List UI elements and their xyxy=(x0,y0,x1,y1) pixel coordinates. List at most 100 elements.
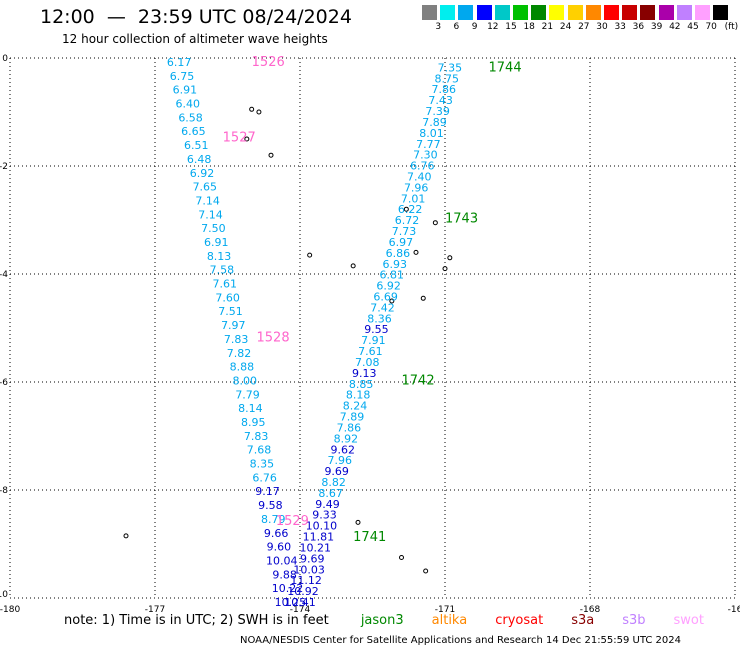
wave-height-value: 7.50 xyxy=(201,222,226,235)
wave-height-value: 7.86 xyxy=(431,83,456,96)
wave-height-value: 9.49 xyxy=(315,498,340,511)
wave-height-value: 7.42 xyxy=(370,301,395,314)
legend-label: 45 xyxy=(687,22,699,32)
pass-time-label: 1526 xyxy=(252,55,285,70)
x-tick-label: -180 xyxy=(0,605,20,615)
wave-height-value: 6.76 xyxy=(410,160,435,173)
wave-height-value: 7.83 xyxy=(224,333,249,346)
wave-height-value: 11.81 xyxy=(303,531,335,544)
x-tick-label: -174 xyxy=(290,605,311,615)
wave-height-value: 8.67 xyxy=(318,487,343,500)
wave-height-values: 6.176.756.916.406.586.656.516.486.927.65… xyxy=(167,56,462,609)
mission-name: cryosat xyxy=(495,613,544,628)
wave-height-value: 9.13 xyxy=(352,367,377,380)
legend-label: 9 xyxy=(471,22,478,32)
wave-height-value: 7.14 xyxy=(198,208,223,221)
x-tick-label: -171 xyxy=(435,605,455,615)
wave-height-value: 7.79 xyxy=(235,388,260,401)
island-outline xyxy=(355,519,361,525)
legend-label: 42 xyxy=(669,22,681,32)
island-outline xyxy=(413,249,419,255)
axis-ticks: -180 -177 -174 -171 -168 -16 0 -2 -4 -6 -8 -10 xyxy=(0,54,740,615)
map-subtitle: 12 hour collection of altimeter wave hei… xyxy=(62,32,328,46)
legend-label: 3 xyxy=(435,22,442,32)
island-outline xyxy=(249,106,255,112)
wave-height-value: 6.65 xyxy=(181,125,206,138)
wave-height-value: 6.72 xyxy=(395,214,420,227)
wave-height-value: 9.17 xyxy=(255,485,280,498)
wave-height-value: 7.96 xyxy=(404,181,429,194)
legend-label: 18 xyxy=(523,22,535,32)
wave-height-value: 9.69 xyxy=(324,465,349,478)
wave-height-value: 7.77 xyxy=(416,138,441,151)
y-tick-label: 0 xyxy=(2,54,8,64)
x-tick-label: -168 xyxy=(580,605,601,615)
wave-height-value: 9.88 xyxy=(272,568,297,581)
wave-height-value: 6.92 xyxy=(376,280,401,293)
wave-height-value: 8.79 xyxy=(261,513,286,526)
mission-name: s3b xyxy=(622,613,646,628)
pass-time-label: 1528 xyxy=(257,330,290,345)
note-line: note: 1) Time is in UTC; 2) SWH is in fe… xyxy=(64,613,716,628)
legend-label: 6 xyxy=(453,22,460,32)
legend-swatch xyxy=(604,5,619,20)
wave-height-value: 7.73 xyxy=(392,225,417,238)
pass-time-label: 1742 xyxy=(402,374,435,389)
wave-height-value: 6.58 xyxy=(178,111,203,124)
wave-height-value: 7.58 xyxy=(210,264,235,277)
island-outline xyxy=(399,555,404,560)
legend-unit: (ft) xyxy=(724,22,739,32)
island-outline xyxy=(420,295,426,301)
map-grid xyxy=(9,57,736,599)
mission-name: swot xyxy=(673,613,704,628)
wave-height-value: 10.22 xyxy=(272,582,304,595)
mission-name: jason3 xyxy=(360,613,404,628)
island-outline xyxy=(268,152,274,158)
wave-height-value: 8.13 xyxy=(207,250,232,263)
wave-height-value: 6.91 xyxy=(204,236,229,249)
y-tick-label: -6 xyxy=(0,378,8,388)
legend-swatch xyxy=(640,5,656,20)
wave-height-value: 10.92 xyxy=(287,585,319,598)
wave-height-value: 6.75 xyxy=(170,70,195,83)
wave-height-value: 10.41 xyxy=(284,596,316,609)
wave-height-value: 8.00 xyxy=(232,374,257,387)
wave-height-value: 7.96 xyxy=(328,454,353,467)
y-tick-label: -4 xyxy=(0,270,8,280)
wave-height-value: 9.60 xyxy=(267,541,292,554)
wave-height-value: 11.12 xyxy=(290,574,322,587)
wave-height-value: 7.86 xyxy=(337,421,362,434)
legend-swatch xyxy=(513,5,528,20)
wave-height-value: 7.01 xyxy=(401,192,426,205)
wave-height-value: 7.82 xyxy=(227,347,252,360)
wave-height-value: 9.62 xyxy=(331,443,356,456)
wave-height-value: 7.30 xyxy=(413,149,438,162)
mission-list: jason3 altika cryosat s3a s3b swot xyxy=(339,613,710,628)
legend-swatch xyxy=(440,5,456,20)
wave-height-value: 7.51 xyxy=(218,305,243,318)
wave-height-value: 8.88 xyxy=(230,361,255,374)
legend-swatch xyxy=(458,5,474,20)
wave-height-value: 7.68 xyxy=(247,444,272,457)
wave-height-value: 7.83 xyxy=(244,430,269,443)
wave-height-value: 9.55 xyxy=(364,323,389,336)
wave-height-value: 7.14 xyxy=(195,194,220,207)
wave-height-value: 7.65 xyxy=(193,181,218,194)
legend-label: 33 xyxy=(614,22,626,32)
wave-height-value: 6.22 xyxy=(398,203,423,216)
x-tick-label: -16 xyxy=(728,605,740,615)
x-tick-label: -177 xyxy=(145,605,165,615)
legend-swatch xyxy=(494,5,510,20)
island-outlines xyxy=(123,106,453,574)
pass-time-label: 1744 xyxy=(489,60,522,75)
y-tick-label: -8 xyxy=(0,486,8,496)
wave-height-value: 10.03 xyxy=(293,563,325,576)
wave-height-value: 7.97 xyxy=(221,319,246,332)
wave-height-value: 6.81 xyxy=(379,269,404,282)
island-outline xyxy=(432,220,438,226)
legend-swatch xyxy=(695,5,710,20)
wave-height-value: 6.76 xyxy=(252,471,277,484)
mission-name: altika xyxy=(431,613,468,628)
wave-height-value: 8.82 xyxy=(321,476,346,489)
